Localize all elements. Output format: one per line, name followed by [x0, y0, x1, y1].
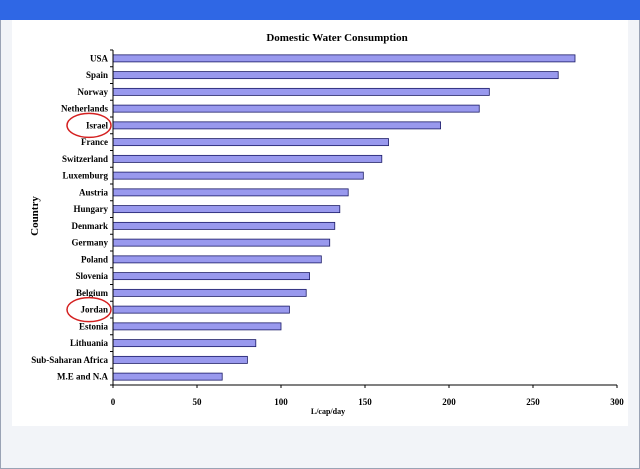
- bar-spain: [112, 71, 559, 80]
- bar-lithuania: [112, 339, 257, 348]
- x-tick-label: 150: [358, 397, 372, 407]
- bar-poland: [112, 255, 322, 264]
- category-label: Germany: [72, 238, 109, 248]
- highlight-circle: [66, 296, 112, 323]
- x-tick-labels: 0 50 100 150 200 250 300: [110, 49, 624, 407]
- category-label: Lithuania: [70, 338, 109, 348]
- category-labels: USA Spain Norway Netherlands Israel France Swi…: [31, 53, 108, 381]
- category-label: Poland: [81, 254, 108, 264]
- category-label: Belgium: [76, 288, 109, 298]
- category-label: Netherlands: [61, 104, 108, 114]
- category-label: Denmark: [72, 221, 109, 231]
- category-label: Slovenia: [75, 271, 108, 281]
- category-label: Austria: [79, 187, 108, 197]
- x-tick-label: 200: [442, 397, 456, 407]
- bar-austria: [112, 188, 349, 197]
- bar-france: [112, 138, 389, 147]
- bar-hungary: [112, 205, 341, 214]
- category-label: France: [81, 137, 108, 147]
- slide-title-bar: [0, 0, 640, 20]
- category-label: Spain: [86, 70, 108, 80]
- bar-germany: [112, 238, 331, 247]
- category-label: Hungary: [73, 204, 108, 214]
- bar-switzerland: [112, 154, 383, 163]
- category-label: Estonia: [79, 321, 109, 331]
- bar-denmark: [112, 221, 336, 230]
- bar-jordan: [112, 305, 290, 314]
- x-tick-label: 0: [111, 397, 116, 407]
- bar-m-e-and-n-a: [112, 372, 223, 381]
- x-tick-label: 100: [274, 397, 288, 407]
- bar-luxemburg: [112, 171, 364, 180]
- y-axis-label: Country: [29, 196, 41, 236]
- bar-usa: [112, 54, 576, 63]
- category-label: Switzerland: [62, 154, 108, 164]
- category-label: M.E and N.A: [57, 372, 109, 382]
- category-label: Luxemburg: [62, 171, 108, 181]
- category-label: Israel: [86, 120, 108, 130]
- bar-israel: [112, 121, 442, 130]
- x-tick-label: 250: [526, 397, 540, 407]
- category-label: Jordan: [80, 305, 108, 315]
- bar-sub-saharan-africa: [112, 355, 248, 364]
- bars-group: [112, 54, 576, 381]
- category-label: Norway: [78, 87, 109, 97]
- x-tick-label: 50: [193, 397, 203, 407]
- bar-netherlands: [112, 104, 480, 113]
- x-axis-label: L/cap/day: [311, 407, 345, 416]
- x-tick-label: 300: [610, 397, 624, 407]
- bar-belgium: [112, 288, 307, 297]
- chart-title: Domestic Water Consumption: [266, 32, 407, 44]
- category-label: USA: [90, 53, 109, 63]
- category-label: Sub-Saharan Africa: [31, 355, 108, 365]
- axes: [112, 50, 617, 386]
- highlight-circles: [66, 112, 112, 323]
- highlight-circle: [66, 112, 112, 139]
- bar-estonia: [112, 322, 282, 331]
- bar-slovenia: [112, 272, 310, 281]
- bar-norway: [112, 87, 490, 96]
